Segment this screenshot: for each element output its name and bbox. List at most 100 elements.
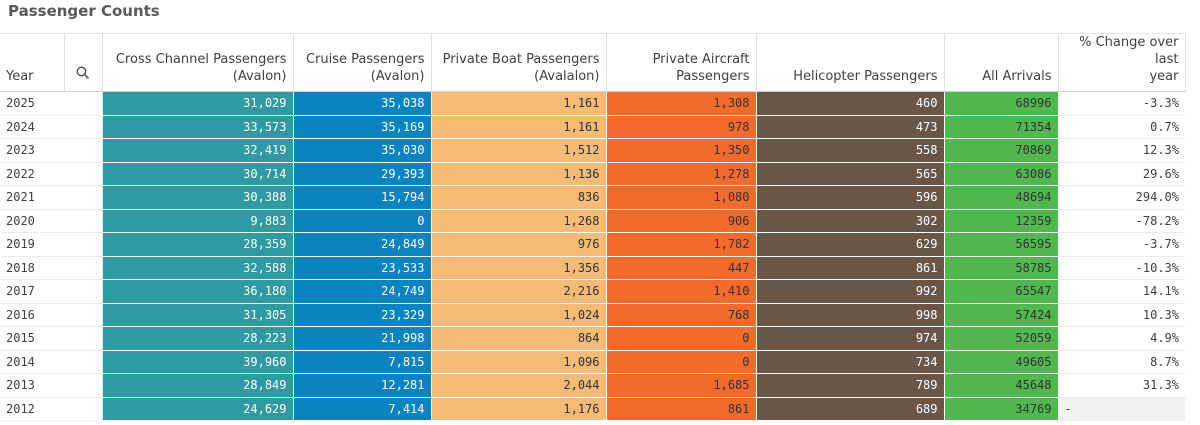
table-row[interactable]: 2012 24,629 7,414 1,176 861 689 34769-: [0, 397, 1185, 421]
cell-cross-channel: 39,960: [102, 350, 294, 374]
cell-all-arrivals: 12359: [944, 209, 1059, 233]
cell-helicopter: 473: [756, 115, 945, 139]
table-row[interactable]: 2020 9,883 0 1,268 906 302 12359 -78.2%: [0, 209, 1185, 233]
cell-private-aircraft: 1,782: [606, 232, 757, 257]
cell-pct-change: 4.9%: [1058, 326, 1185, 351]
cell-year: 2025: [0, 91, 64, 116]
table-row[interactable]: 2013 28,849 12,281 2,044 1,685 789 45648 31.3%: [0, 373, 1185, 398]
cell-private-aircraft: 1,350: [606, 138, 757, 163]
cell-private-aircraft: 978: [606, 115, 757, 139]
cell-helicopter: 974: [756, 326, 945, 351]
cell-private-aircraft: 1,308: [606, 91, 757, 116]
search-icon[interactable]: [76, 66, 90, 80]
cell-pct-change: 12.3%: [1058, 138, 1185, 163]
cell-private-aircraft: 861: [606, 397, 757, 421]
cell-spacer: [64, 373, 103, 398]
cell-all-arrivals: 52059: [944, 326, 1059, 351]
table-row[interactable]: 2021 30,388 15,794 836 1,080 596 48694 294.0%: [0, 185, 1185, 210]
column-header-private-aircraft[interactable]: Private Aircraft Passengers: [606, 33, 757, 92]
table-row[interactable]: 2019 28,359 24,849 976 1,782 629 56595 -3.7%: [0, 232, 1185, 257]
column-header-cruise[interactable]: Cruise Passengers (Avalon): [293, 33, 432, 92]
column-header-private-boat[interactable]: Private Boat Passengers (Avalalon): [431, 33, 607, 92]
cell-helicopter: 629: [756, 232, 945, 257]
table-row[interactable]: 2023 32,419 35,030 1,512 1,350 558 70869 12.3%: [0, 138, 1185, 163]
table-row[interactable]: 2022 30,714 29,393 1,136 1,278 565 63086 29.6%: [0, 162, 1185, 186]
header-row: Year Cross Channel Passengers (Avalon) Cr…: [0, 33, 1186, 92]
table-row[interactable]: 2025 31,029 35,038 1,161 1,308 460 68996 -3.3%: [0, 91, 1185, 116]
column-header-cross-channel[interactable]: Cross Channel Passengers (Avalon): [102, 33, 294, 92]
header-label-line2: year: [1149, 69, 1179, 84]
column-header-year[interactable]: Year: [0, 33, 65, 92]
cell-pct-change: 31.3%: [1058, 373, 1185, 398]
cell-private-boat: 1,176: [431, 397, 607, 421]
cell-all-arrivals: 57424: [944, 303, 1059, 327]
cell-cross-channel: 9,883: [102, 209, 294, 233]
column-header-pct-change[interactable]: % Change over last year: [1058, 33, 1186, 92]
header-label-line2: Passengers: [676, 69, 750, 84]
cell-pct-change: -10.3%: [1058, 256, 1185, 280]
cell-private-boat: 1,356: [431, 256, 607, 280]
cell-cross-channel: 30,388: [102, 185, 294, 210]
cell-helicopter: 558: [756, 138, 945, 163]
cell-pct-change: -78.2%: [1058, 209, 1185, 233]
cell-spacer: [64, 303, 103, 327]
cell-helicopter: 998: [756, 303, 945, 327]
search-column-header: [64, 33, 103, 92]
table-row[interactable]: 2015 28,223 21,998 864 0 974 52059 4.9%: [0, 326, 1185, 351]
header-label-line1: Private Boat Passengers: [442, 52, 600, 67]
cell-private-aircraft: 1,080: [606, 185, 757, 210]
column-header-all-arrivals[interactable]: All Arrivals: [944, 33, 1059, 92]
cell-spacer: [64, 232, 103, 257]
header-label-line1: Cross Channel Passengers: [115, 52, 287, 67]
cell-pct-change: -3.3%: [1058, 91, 1185, 116]
cell-spacer: [64, 350, 103, 374]
cell-all-arrivals: 71354: [944, 115, 1059, 139]
column-header-helicopter[interactable]: Helicopter Passengers: [756, 33, 945, 92]
cell-helicopter: 302: [756, 209, 945, 233]
cell-pct-change: -: [1058, 397, 1185, 421]
table-row[interactable]: 2018 32,588 23,533 1,356 447 861 58785 -10.3%: [0, 256, 1185, 280]
cell-cross-channel: 36,180: [102, 279, 294, 304]
table-row[interactable]: 2014 39,960 7,815 1,096 0 734 49605 8.7%: [0, 350, 1185, 374]
cell-cruise: 35,030: [293, 138, 432, 163]
cell-spacer: [64, 138, 103, 163]
table-row[interactable]: 2017 36,180 24,749 2,216 1,410 992 65547 14.1%: [0, 279, 1185, 304]
table-row[interactable]: 2016 31,305 23,329 1,024 768 998 57424 10.3%: [0, 303, 1185, 327]
cell-spacer: [64, 185, 103, 210]
header-label: Year: [6, 69, 34, 84]
cell-private-aircraft: 0: [606, 350, 757, 374]
cell-cross-channel: 32,588: [102, 256, 294, 280]
cell-cross-channel: 33,573: [102, 115, 294, 139]
cell-year: 2022: [0, 162, 64, 186]
table-title: Passenger Counts: [8, 2, 160, 20]
cell-all-arrivals: 68996: [944, 91, 1059, 116]
cell-private-boat: 1,512: [431, 138, 607, 163]
cell-cruise: 23,533: [293, 256, 432, 280]
cell-spacer: [64, 279, 103, 304]
cell-cross-channel: 24,629: [102, 397, 294, 421]
cell-cruise: 12,281: [293, 373, 432, 398]
cell-private-boat: 976: [431, 232, 607, 257]
cell-all-arrivals: 65547: [944, 279, 1059, 304]
header-label-line2: (Avalalon): [534, 69, 600, 84]
cell-helicopter: 861: [756, 256, 945, 280]
cell-year: 2024: [0, 115, 64, 139]
cell-helicopter: 596: [756, 185, 945, 210]
cell-private-boat: 1,268: [431, 209, 607, 233]
cell-year: 2013: [0, 373, 64, 398]
passenger-counts-table: Year Cross Channel Passengers (Avalon) Cr…: [0, 33, 1186, 421]
cell-cruise: 0: [293, 209, 432, 233]
cell-helicopter: 460: [756, 91, 945, 116]
cell-spacer: [64, 256, 103, 280]
cell-pct-change: 294.0%: [1058, 185, 1185, 210]
cell-private-boat: 864: [431, 326, 607, 351]
cell-all-arrivals: 58785: [944, 256, 1059, 280]
cell-year: 2014: [0, 350, 64, 374]
cell-cross-channel: 28,223: [102, 326, 294, 351]
cell-spacer: [64, 209, 103, 233]
cell-pct-change: 29.6%: [1058, 162, 1185, 186]
cell-spacer: [64, 91, 103, 116]
cell-helicopter: 789: [756, 373, 945, 398]
cell-pct-change: -3.7%: [1058, 232, 1185, 257]
table-row[interactable]: 2024 33,573 35,169 1,161 978 473 71354 0.7%: [0, 115, 1185, 139]
